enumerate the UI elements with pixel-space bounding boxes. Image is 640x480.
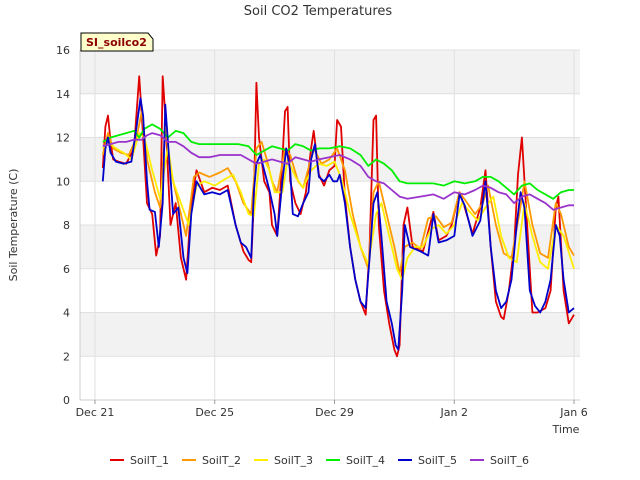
x-axis-ticks: Dec 21 Dec 25 Dec 29 Jan 2 Jan 6 [76,400,588,419]
site-badge-box [80,32,154,52]
legend-label-soilt_4: SoilT_4 [346,454,385,467]
chart-title: Soil CO2 Temperatures [244,4,393,19]
y-tick-label: 12 [56,132,70,145]
site-badge: SI_soilco2 [80,32,154,52]
legend-label-soilt_1: SoilT_1 [130,454,169,467]
y-tick-label: 8 [63,219,70,232]
series-line-soilt_1 [101,75,575,358]
y-axis-label: Soil Temperature (C) [7,169,20,282]
grid-band [80,312,580,357]
y-tick-label: 0 [63,394,70,407]
legend-label-soilt_2: SoilT_2 [202,454,241,467]
series-line-soilt_3 [102,132,575,281]
series-line-soilt_6 [102,132,574,211]
x-tick-label: Dec 29 [315,406,354,419]
x-tick-label: Jan 6 [559,406,587,419]
legend-label-soilt_3: SoilT_3 [274,454,313,467]
y-tick-label: 14 [56,88,70,101]
x-tick-label: Dec 25 [195,406,234,419]
y-tick-label: 6 [63,263,70,276]
series-line-soilt_5 [101,97,575,351]
y-tick-label: 2 [63,350,70,363]
x-axis-label: Time [552,423,580,436]
grid-band [80,50,580,94]
legend: SoilT_1 SoilT_2 SoilT_3 SoilT_4 SoilT_5 SoilT… [110,454,529,467]
series-line-soilt_4 [102,123,574,200]
x-tick-label: Jan 2 [440,406,468,419]
grid-band [80,225,580,269]
site-badge-label: SI_soilco2 [86,36,147,49]
y-tick-label: 16 [56,44,70,57]
y-tick-label: 10 [56,175,70,188]
legend-label-soilt_6: SoilT_6 [490,454,529,467]
x-tick-label: Dec 21 [76,406,115,419]
legend-label-soilt_5: SoilT_5 [418,454,457,467]
plot-area [79,49,580,401]
y-axis-ticks: 0 2 4 6 8 10 12 14 16 [56,44,70,407]
y-tick-label: 4 [63,307,70,320]
